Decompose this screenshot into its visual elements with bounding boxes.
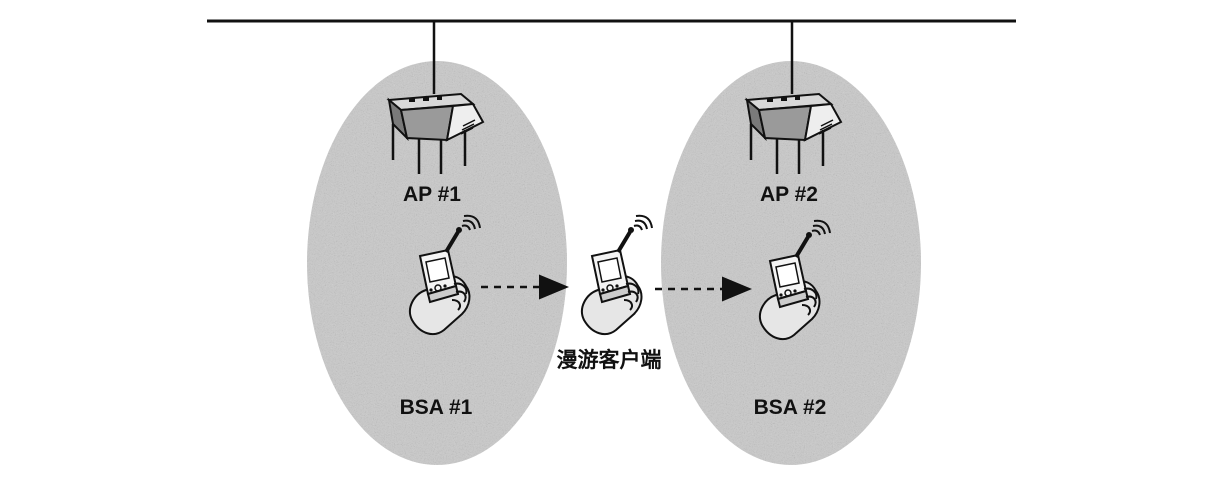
ap-2-label: AP #2 xyxy=(760,183,818,206)
bsa-2-label: BSA #2 xyxy=(754,396,827,419)
bsa-1-label: BSA #1 xyxy=(400,396,473,419)
handheld-device-icon xyxy=(579,213,654,337)
ap-1-label: AP #1 xyxy=(403,183,461,206)
roaming-client-label: 漫游客户端 xyxy=(557,348,662,372)
